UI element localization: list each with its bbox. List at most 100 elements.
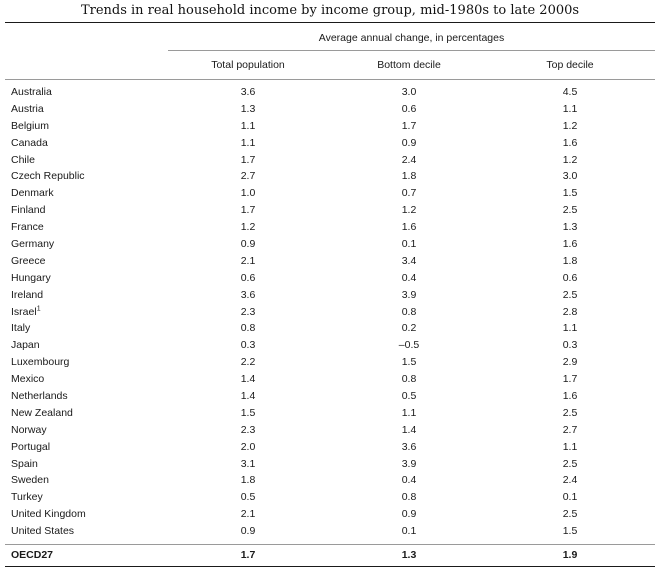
country-cell: New Zealand <box>11 405 73 422</box>
country-cell: Greece <box>11 253 45 270</box>
country-cell: Netherlands <box>11 388 68 405</box>
country-cell: Sweden <box>11 472 49 489</box>
value-cell: 1.1 <box>401 406 417 419</box>
value-cell: 3.1 <box>240 457 256 470</box>
table-row: Greece 2.1 3.4 1.8 <box>0 253 660 270</box>
column-header-total-population: Total population <box>211 59 285 71</box>
table-row: Mexico 1.4 0.8 1.7 <box>0 371 660 388</box>
table-row: Luxembourg 2.2 1.5 2.9 <box>0 354 660 371</box>
value-cell: –0.5 <box>398 339 420 352</box>
value-cell: 0.1 <box>401 238 417 251</box>
value-cell: 0.5 <box>401 390 417 403</box>
value-cell: 3.6 <box>401 440 417 453</box>
value-cell: 0.1 <box>401 525 417 538</box>
footnote-marker: 1 <box>36 305 41 313</box>
country-name: Greece <box>11 254 46 267</box>
table-row: Israel1 2.3 0.8 2.8 <box>0 304 660 321</box>
value-cell: 1.2 <box>401 204 417 217</box>
value-cell: 1.3 <box>240 102 256 115</box>
value-cell: 2.4 <box>562 474 578 487</box>
country-cell: Australia <box>11 84 52 101</box>
value-cell: 0.3 <box>562 339 578 352</box>
country-cell: France <box>11 219 44 236</box>
value-cell: 1.1 <box>562 102 578 115</box>
value-cell: 2.2 <box>240 356 256 369</box>
value-cell: 0.2 <box>401 322 417 335</box>
value-cell: 1.6 <box>562 238 578 251</box>
country-cell: Mexico <box>11 371 44 388</box>
table-row: Germany 0.9 0.1 1.6 <box>0 236 660 253</box>
table-row: Ireland 3.6 3.9 2.5 <box>0 287 660 304</box>
table-row: United States 0.9 0.1 1.5 <box>0 523 660 540</box>
value-cell: 2.5 <box>562 406 578 419</box>
value-cell: 1.5 <box>562 187 578 200</box>
country-cell: Denmark <box>11 185 54 202</box>
country-name: Netherlands <box>11 390 68 403</box>
value-cell: 1.7 <box>401 119 417 132</box>
column-header-top-decile: Top decile <box>546 59 594 71</box>
value-cell: 1.6 <box>562 390 578 403</box>
table-row: Australia 3.6 3.0 4.5 <box>0 84 660 101</box>
country-cell: Hungary <box>11 270 51 287</box>
country-cell: Ireland <box>11 287 43 304</box>
value-cell: 1.2 <box>562 119 578 132</box>
table-row: France 1.2 1.6 1.3 <box>0 219 660 236</box>
country-name: New Zealand <box>11 406 73 419</box>
country-cell: Turkey <box>11 489 43 506</box>
value-cell: 0.1 <box>562 491 578 504</box>
header-rule <box>5 79 655 80</box>
country-name: Hungary <box>11 271 51 284</box>
country-name: Israel <box>11 305 37 318</box>
value-cell: 1.4 <box>240 390 256 403</box>
value-cell: 3.6 <box>240 86 256 98</box>
value-cell: 2.7 <box>562 423 578 436</box>
country-name: Italy <box>11 322 31 335</box>
table-row: Turkey 0.5 0.8 0.1 <box>0 489 660 506</box>
value-cell: 2.5 <box>562 457 578 470</box>
table-row: Italy 0.8 0.2 1.1 <box>0 320 660 337</box>
country-cell: Japan <box>11 337 40 354</box>
country-cell: United Kingdom <box>11 506 86 523</box>
table-row: Sweden 1.8 0.4 2.4 <box>0 472 660 489</box>
value-cell: 0.6 <box>240 271 256 284</box>
country-cell: Belgium <box>11 118 49 135</box>
country-name: Czech Republic <box>11 170 85 183</box>
country-name: Canada <box>11 136 48 149</box>
country-name: Mexico <box>11 373 45 386</box>
country-cell: Germany <box>11 236 54 253</box>
table-row: New Zealand 1.5 1.1 2.5 <box>0 405 660 422</box>
country-cell: Chile <box>11 152 35 169</box>
total-value-total-population: 1.7 <box>240 549 256 561</box>
table-row: Denmark 1.0 0.7 1.5 <box>0 185 660 202</box>
value-cell: 0.7 <box>401 187 417 200</box>
value-cell: 0.8 <box>401 305 417 318</box>
country-name: Australia <box>11 86 52 98</box>
value-cell: 0.4 <box>401 474 417 487</box>
value-cell: 2.5 <box>562 508 578 521</box>
table-row: Finland 1.7 1.2 2.5 <box>0 202 660 219</box>
value-cell: 1.6 <box>401 221 417 234</box>
country-name: Norway <box>11 423 47 436</box>
table-row: Chile 1.7 2.4 1.2 <box>0 152 660 169</box>
value-cell: 3.0 <box>562 170 578 183</box>
value-cell: 2.1 <box>240 508 256 521</box>
value-cell: 1.0 <box>240 187 256 200</box>
bottom-rule <box>5 566 655 567</box>
span-header-rule <box>168 50 655 51</box>
value-cell: 1.7 <box>240 153 256 166</box>
table-row: Hungary 0.6 0.4 0.6 <box>0 270 660 287</box>
value-cell: 1.4 <box>401 423 417 436</box>
span-header: Average annual change, in percentages <box>318 32 505 44</box>
country-cell: Israel1 <box>11 304 41 321</box>
value-cell: 2.3 <box>240 305 256 318</box>
total-value-top-decile: 1.9 <box>562 549 578 561</box>
value-cell: 3.6 <box>240 288 256 301</box>
table-row: United Kingdom 2.1 0.9 2.5 <box>0 506 660 523</box>
value-cell: 1.7 <box>562 373 578 386</box>
value-cell: 3.0 <box>401 86 417 98</box>
table-row: Portugal 2.0 3.6 1.1 <box>0 439 660 456</box>
country-name: Denmark <box>11 187 54 200</box>
value-cell: 1.1 <box>562 322 578 335</box>
table-row: Spain 3.1 3.9 2.5 <box>0 456 660 473</box>
total-value-bottom-decile: 1.3 <box>401 549 417 561</box>
